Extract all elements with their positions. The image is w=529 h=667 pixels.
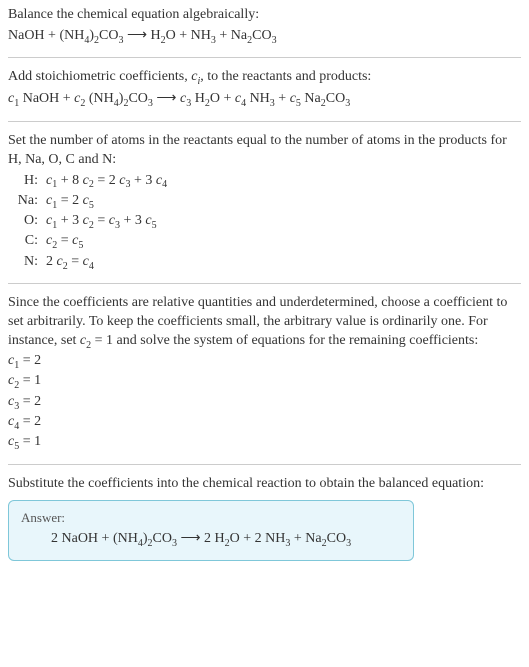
table-row: O:c1 + 3 c2 = c3 + 3 c5 [8, 212, 169, 232]
atom-eq: 2 c2 = c4 [44, 253, 169, 273]
table-row: Na:c1 = 2 c5 [8, 192, 169, 212]
coeff-line: c4 = 2 [8, 413, 521, 433]
table-row: H:c1 + 8 c2 = 2 c3 + 3 c4 [8, 172, 169, 192]
atom-eq: c1 + 3 c2 = c3 + 3 c5 [44, 212, 169, 232]
answer-equation: 2 NaOH + (NH4)2CO3 ⟶ 2 H2O + 2 NH3 + Na2… [21, 530, 401, 550]
atom-label: N: [8, 253, 44, 273]
final-section: Substitute the coefficients into the che… [8, 475, 521, 562]
atoms-text: Set the number of atoms in the reactants… [8, 132, 521, 170]
atom-eq: c1 + 8 c2 = 2 c3 + 3 c4 [44, 172, 169, 192]
stoich-section: Add stoichiometric coefficients, ci, to … [8, 68, 521, 111]
atom-label: C: [8, 232, 44, 252]
divider [8, 57, 521, 58]
final-text: Substitute the coefficients into the che… [8, 475, 521, 494]
table-row: C:c2 = c5 [8, 232, 169, 252]
atom-eq: c2 = c5 [44, 232, 169, 252]
solve-section: Since the coefficients are relative quan… [8, 294, 521, 454]
atom-label: O: [8, 212, 44, 232]
stoich-reaction: c1 NaOH + c2 (NH4)2CO3 ⟶ c3 H2O + c4 NH3… [8, 90, 521, 110]
coeff-list: c1 = 2 c2 = 1 c3 = 2 c4 = 2 c5 = 1 [8, 352, 521, 453]
coeff-line: c3 = 2 [8, 393, 521, 413]
atom-label: Na: [8, 192, 44, 212]
table-row: N:2 c2 = c4 [8, 253, 169, 273]
divider [8, 283, 521, 284]
atom-label: H: [8, 172, 44, 192]
coeff-line: c2 = 1 [8, 372, 521, 392]
answer-label: Answer: [21, 509, 401, 527]
intro-reaction: NaOH + (NH4)2CO3 ⟶ H2O + NH3 + Na2CO3 [8, 27, 521, 47]
intro-text: Balance the chemical equation algebraica… [8, 6, 521, 25]
solve-text: Since the coefficients are relative quan… [8, 294, 521, 352]
coeff-line: c1 = 2 [8, 352, 521, 372]
atoms-section: Set the number of atoms in the reactants… [8, 132, 521, 273]
atoms-table: H:c1 + 8 c2 = 2 c3 + 3 c4 Na:c1 = 2 c5 O… [8, 172, 169, 273]
intro-section: Balance the chemical equation algebraica… [8, 6, 521, 47]
coeff-line: c5 = 1 [8, 433, 521, 453]
divider [8, 464, 521, 465]
stoich-text: Add stoichiometric coefficients, ci, to … [8, 68, 521, 88]
divider [8, 121, 521, 122]
atom-eq: c1 = 2 c5 [44, 192, 169, 212]
answer-box: Answer: 2 NaOH + (NH4)2CO3 ⟶ 2 H2O + 2 N… [8, 500, 414, 562]
